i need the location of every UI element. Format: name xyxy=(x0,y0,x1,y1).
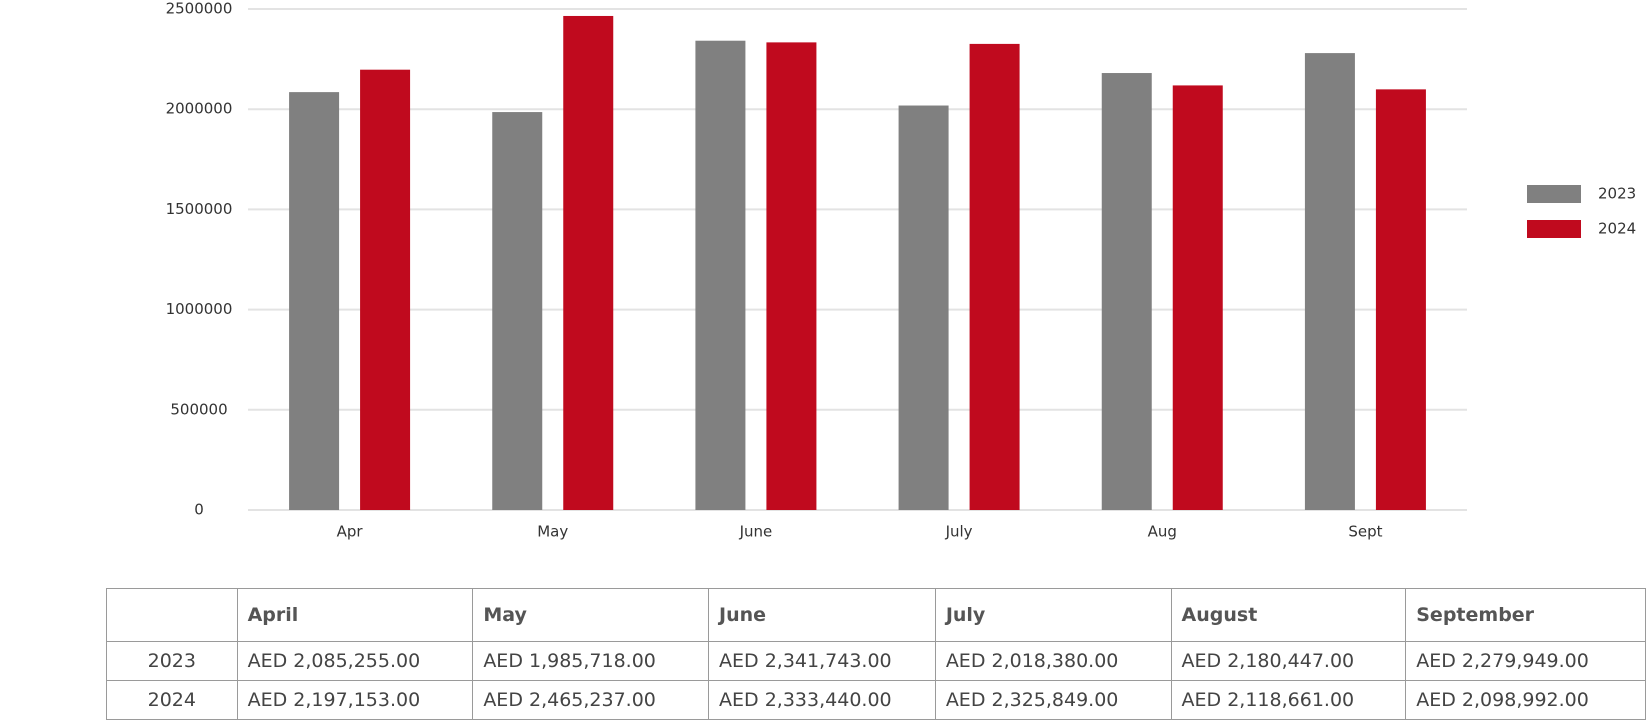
legend-label: 2023 xyxy=(1598,185,1636,203)
x-tick-label: Aug xyxy=(1148,523,1177,541)
y-tick-label: 2000000 xyxy=(166,100,233,118)
bar-2023-apr xyxy=(289,92,340,510)
table-cell: AED 2,085,255.00 xyxy=(236,641,474,681)
table-row: 2023 AED 2,085,255.00 AED 1,985,718.00 A… xyxy=(106,641,1646,681)
x-tick-label: Sept xyxy=(1348,523,1382,541)
bar-2024-sept xyxy=(1375,89,1426,510)
x-tick-label: June xyxy=(739,523,773,541)
table-cell: AED 2,197,153.00 xyxy=(236,680,474,720)
legend-swatch-2023 xyxy=(1527,185,1581,203)
table-row-label: 2024 xyxy=(106,680,238,720)
table-row-label: 2023 xyxy=(106,641,238,681)
bar-2024-aug xyxy=(1172,85,1223,510)
table-cell: AED 2,341,743.00 xyxy=(708,641,936,681)
x-axis-ticks: Apr May June July Aug Sept xyxy=(337,523,1383,541)
y-tick-label: 1000000 xyxy=(166,300,233,318)
table-header-cell: September xyxy=(1405,588,1646,642)
table-cell: AED 2,325,849.00 xyxy=(934,680,1172,720)
table-cell: AED 2,098,992.00 xyxy=(1405,680,1646,720)
bar-2023-july xyxy=(898,105,949,510)
table-header-cell: June xyxy=(708,588,936,642)
bar-chart: 0 500000 1000000 1500000 2000000 2500000 Apr M… xyxy=(166,0,1637,541)
table-cell: AED 2,118,661.00 xyxy=(1170,680,1407,720)
table-cell: AED 1,985,718.00 xyxy=(472,641,710,681)
bar-2024-may xyxy=(563,15,614,511)
bar-2023-june xyxy=(695,40,746,511)
y-tick-label: 1500000 xyxy=(166,200,233,218)
bars xyxy=(289,15,1426,511)
table-cell: AED 2,465,237.00 xyxy=(472,680,710,720)
bar-2024-july xyxy=(969,43,1020,510)
legend: 2023 2024 xyxy=(1527,185,1636,238)
y-axis-ticks: 0 500000 1000000 1500000 2000000 2500000 xyxy=(166,0,233,519)
table-header-cell: August xyxy=(1170,588,1407,642)
y-tick-label: 0 xyxy=(194,501,204,519)
y-tick-label: 2500000 xyxy=(166,0,233,18)
table-cell: AED 2,180,447.00 xyxy=(1170,641,1407,681)
bar-2023-sept xyxy=(1304,53,1355,511)
table-cell: AED 2,018,380.00 xyxy=(934,641,1172,681)
bar-2024-apr xyxy=(360,69,411,510)
table-header-cell xyxy=(106,588,238,642)
legend-swatch-2024 xyxy=(1527,220,1581,238)
table-cell: AED 2,279,949.00 xyxy=(1405,641,1646,681)
table-header-row: April May June July August September xyxy=(106,588,1646,642)
table-cell: AED 2,333,440.00 xyxy=(708,680,936,720)
legend-label: 2024 xyxy=(1598,220,1636,238)
gridlines xyxy=(248,8,1467,511)
bar-2023-may xyxy=(492,112,543,511)
x-tick-label: Apr xyxy=(337,523,364,541)
y-tick-label: 500000 xyxy=(170,400,227,418)
data-table: April May June July August September 202… xyxy=(106,588,1646,720)
table-header-cell: May xyxy=(472,588,710,642)
x-tick-label: July xyxy=(945,523,973,541)
bar-2024-june xyxy=(766,42,817,510)
table-header-cell: April xyxy=(236,588,474,642)
table-header-cell: July xyxy=(934,588,1172,642)
table-row: 2024 AED 2,197,153.00 AED 2,465,237.00 A… xyxy=(106,680,1646,720)
x-tick-label: May xyxy=(537,523,568,541)
bar-2023-aug xyxy=(1101,73,1152,510)
